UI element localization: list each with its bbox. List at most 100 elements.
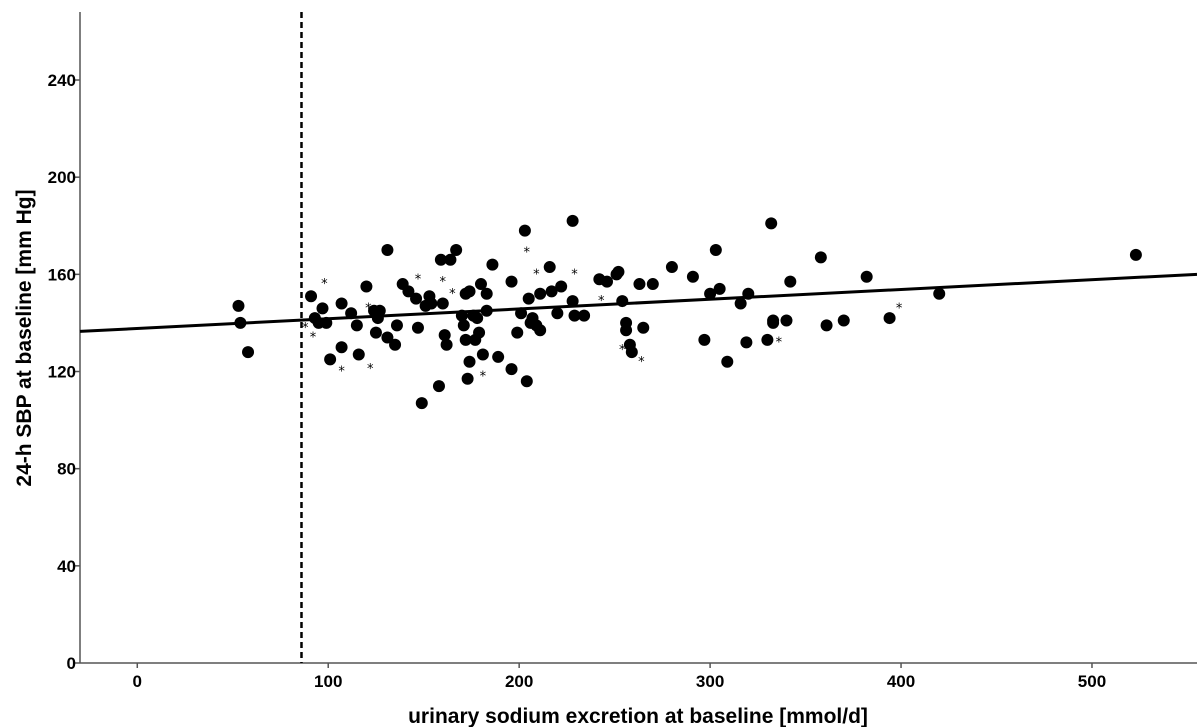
data-point xyxy=(324,353,337,366)
data-point xyxy=(350,319,363,332)
data-point xyxy=(432,380,445,393)
data-point xyxy=(305,290,318,303)
data-point xyxy=(860,270,873,283)
data-point xyxy=(373,304,386,317)
data-point xyxy=(612,265,625,278)
data-point xyxy=(698,333,711,346)
data-point xyxy=(518,224,531,237)
star-marker: * xyxy=(338,365,345,380)
data-point xyxy=(473,326,486,339)
data-point xyxy=(620,324,633,337)
data-point xyxy=(616,295,629,308)
data-point xyxy=(933,287,946,300)
data-point xyxy=(837,314,850,327)
data-point xyxy=(522,292,535,305)
data-point xyxy=(740,336,753,349)
data-point xyxy=(242,346,255,359)
data-point xyxy=(534,324,547,337)
star-marker: * xyxy=(638,355,645,370)
data-point xyxy=(320,316,333,329)
data-point xyxy=(415,397,428,410)
data-point xyxy=(234,316,247,329)
data-point xyxy=(511,326,524,339)
data-point xyxy=(543,261,556,274)
data-point xyxy=(713,282,726,295)
data-point xyxy=(637,321,650,334)
data-point xyxy=(633,278,646,291)
data-point xyxy=(434,253,447,266)
data-point xyxy=(780,314,793,327)
y-tick-label: 240 xyxy=(48,71,76,90)
y-tick-label: 0 xyxy=(67,654,76,673)
data-point xyxy=(474,278,487,291)
star-marker: * xyxy=(619,343,626,358)
data-point xyxy=(551,307,564,320)
star-marker: * xyxy=(776,336,783,351)
y-tick-label: 160 xyxy=(48,265,76,284)
data-point xyxy=(578,309,591,322)
star-marker: * xyxy=(321,277,328,292)
data-point xyxy=(352,348,365,361)
star-marker: * xyxy=(310,331,317,346)
data-point xyxy=(463,355,476,368)
data-point xyxy=(505,363,518,376)
data-point xyxy=(335,341,348,354)
data-point xyxy=(765,217,778,230)
y-tick-label: 80 xyxy=(57,460,76,479)
data-point xyxy=(345,307,358,320)
data-point xyxy=(646,278,659,291)
x-tick-label: 400 xyxy=(887,672,915,691)
star-marker: * xyxy=(598,294,605,309)
data-point xyxy=(410,292,423,305)
data-point xyxy=(734,297,747,310)
data-points xyxy=(232,214,1142,410)
data-point xyxy=(742,287,755,300)
data-point xyxy=(568,309,581,322)
data-point xyxy=(686,270,699,283)
data-point xyxy=(625,346,638,359)
data-point xyxy=(455,309,468,322)
data-point xyxy=(440,338,453,351)
data-point xyxy=(316,302,329,315)
star-marker: * xyxy=(449,287,456,302)
data-point xyxy=(784,275,797,288)
data-point xyxy=(820,319,833,332)
data-point xyxy=(389,338,402,351)
data-point xyxy=(461,372,474,385)
star-marker: * xyxy=(367,362,374,377)
data-point xyxy=(471,312,484,325)
data-point xyxy=(459,333,472,346)
data-point xyxy=(232,299,245,312)
x-axis-title: urinary sodium excretion at baseline [mm… xyxy=(408,705,868,727)
data-point xyxy=(545,285,558,298)
star-marker: * xyxy=(440,275,447,290)
data-point xyxy=(360,280,373,293)
data-point xyxy=(438,329,451,342)
star-marker: * xyxy=(896,301,903,316)
data-point xyxy=(814,251,827,264)
data-point xyxy=(476,348,489,361)
data-point xyxy=(369,326,382,339)
data-point xyxy=(600,275,613,288)
data-point xyxy=(1129,248,1142,261)
data-point xyxy=(534,287,547,300)
data-point xyxy=(761,333,774,346)
data-point xyxy=(721,355,734,368)
data-point xyxy=(767,316,780,329)
y-tick-label: 40 xyxy=(57,557,76,576)
data-point xyxy=(492,350,505,363)
data-point xyxy=(566,295,579,308)
data-point xyxy=(411,321,424,334)
data-point xyxy=(444,253,457,266)
y-tick-label: 200 xyxy=(48,168,76,187)
data-point xyxy=(480,287,493,300)
star-marker: * xyxy=(524,246,531,261)
data-point xyxy=(480,304,493,317)
data-point xyxy=(566,214,579,227)
y-tick-label: 120 xyxy=(48,363,76,382)
x-tick-label: 500 xyxy=(1078,672,1106,691)
data-point xyxy=(665,261,678,274)
star-marker: * xyxy=(571,267,578,282)
data-point xyxy=(402,285,415,298)
